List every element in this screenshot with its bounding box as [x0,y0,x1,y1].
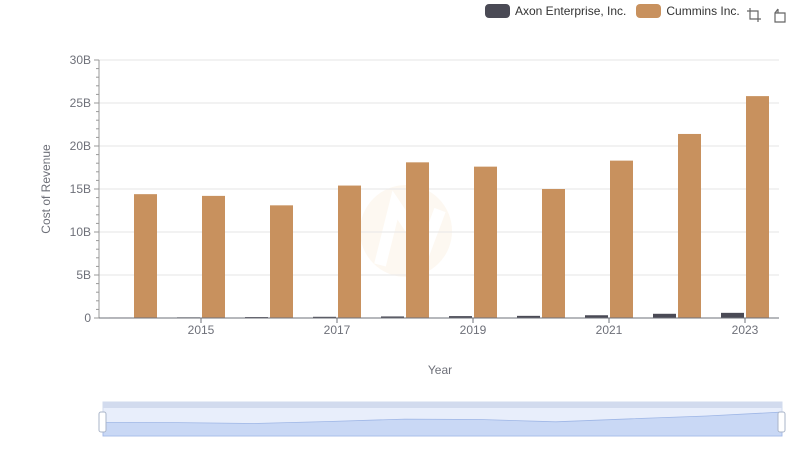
bar-cummins [134,194,157,318]
bar-cummins [678,133,701,318]
x-tick-label: 2019 [460,323,487,337]
bar-axon [313,316,336,318]
bar-cummins [338,185,361,318]
slider-handle-right[interactable] [777,411,786,433]
bar-cummins [474,166,497,318]
legend-item-axon[interactable]: Axon Enterprise, Inc. [485,4,626,18]
bars [109,96,769,319]
x-tick-label: 2023 [732,323,759,337]
bar-axon [585,315,608,318]
bar-axon [517,315,540,318]
y-tick-label: 20B [70,139,91,153]
zoom-icon[interactable] [746,7,762,23]
bar-cummins [610,160,633,318]
bar-cummins [746,96,769,319]
x-axis-title: Year [428,363,452,377]
y-tick-label: 30B [70,53,91,67]
x-tick-label: 2017 [324,323,351,337]
bar-axon [449,316,472,318]
y-tick-label: 5B [76,268,91,282]
bar-cummins [202,195,225,318]
bar-axon [653,313,676,318]
legend-label-cummins: Cummins Inc. [666,4,740,18]
y-tick-label: 25B [70,96,91,110]
y-axis: 0 5B 10B 15B 20B 25B 30B [70,53,100,325]
bar-cummins [406,162,429,318]
slider-top-bar[interactable] [103,402,782,408]
y-tick-label: 15B [70,182,91,196]
legend: Axon Enterprise, Inc. Cummins Inc. [485,4,740,18]
y-tick-label: 10B [70,225,91,239]
y-tick-label: 0 [84,311,91,325]
x-tick-label: 2021 [596,323,623,337]
x-axis: 2015 2017 2019 2021 2023 [99,317,779,337]
bar-cummins [542,189,565,318]
bar-cummins [270,205,293,318]
x-tick-label: 2015 [188,323,215,337]
legend-label-axon: Axon Enterprise, Inc. [515,4,627,18]
slider-handle-left[interactable] [98,411,107,433]
toolbox [746,7,788,23]
legend-swatch-axon [485,4,510,18]
legend-item-cummins[interactable]: Cummins Inc. [636,4,740,18]
bar-axon [381,316,404,318]
zoom-reset-icon[interactable] [772,7,788,23]
legend-swatch-cummins [636,4,662,18]
bar-axon [721,312,744,318]
data-zoom-slider[interactable] [98,401,786,437]
y-axis-title: Cost of Revenue [39,144,53,234]
